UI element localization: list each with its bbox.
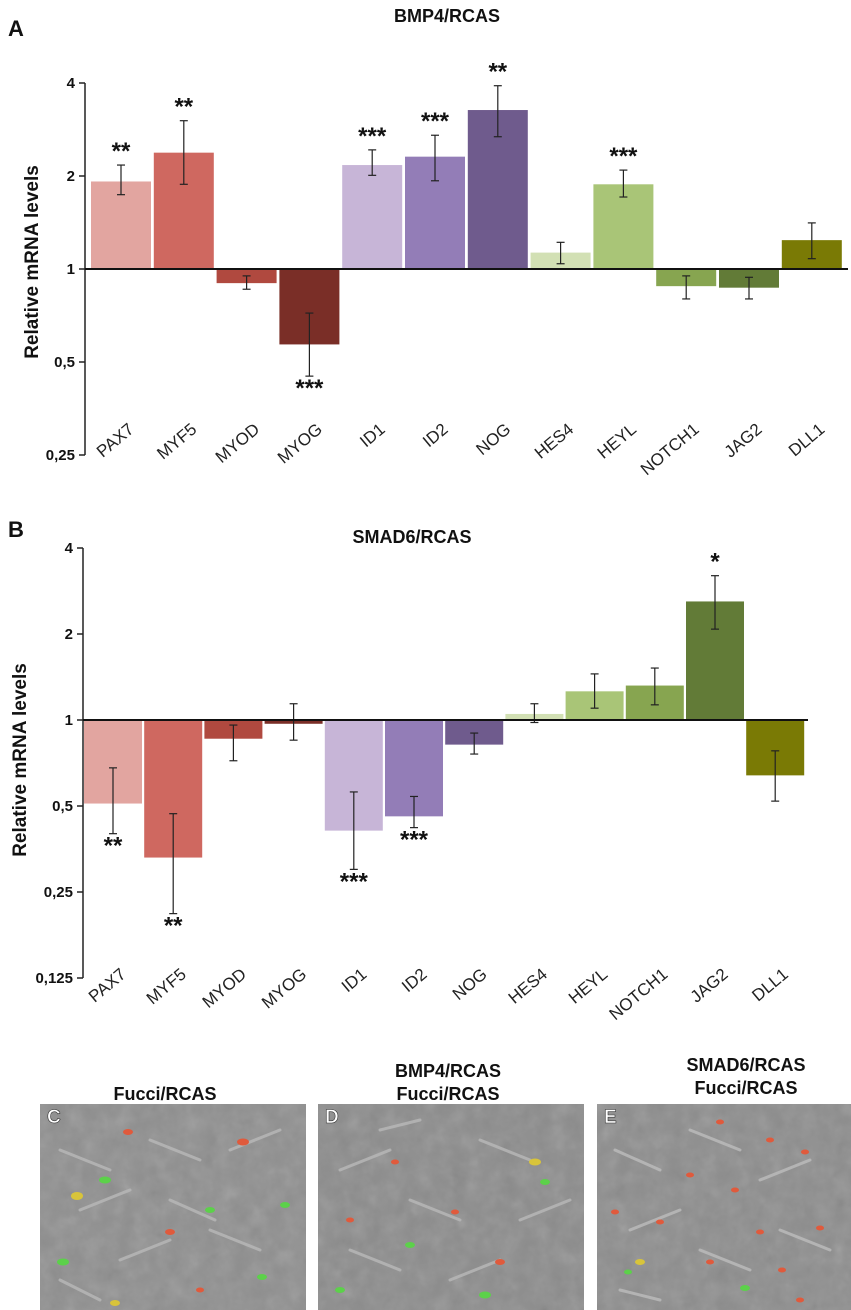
x-tick-label-dll1: DLL1	[748, 965, 791, 1006]
micrograph-d-title-line-1: BMP4/RCAS	[395, 1061, 501, 1081]
micrograph-d: BMP4/RCAS Fucci/RCAS D	[318, 1061, 584, 1310]
x-tick-label-nog: NOG	[449, 965, 491, 1004]
y-tick-label: 0,125	[35, 970, 73, 987]
micrograph-e-texture	[597, 1104, 851, 1310]
x-tick-label-hes4: HES4	[531, 420, 577, 463]
x-tick-label-id1: ID1	[356, 420, 388, 452]
panel-b: B SMAD6/RCAS Relative mRNA levels 0,1250…	[8, 517, 808, 1024]
x-tick-label-nog: NOG	[472, 420, 514, 459]
significance-jag2: *	[710, 549, 720, 576]
significance-myf5: **	[174, 94, 193, 121]
x-tick-label-id1: ID1	[338, 965, 370, 997]
y-tick-label: 2	[65, 626, 73, 643]
y-tick-label: 4	[67, 75, 76, 92]
micrograph-e-title-line-2: Fucci/RCAS	[694, 1078, 797, 1098]
y-tick-label: 0,5	[54, 354, 75, 371]
y-tick-label: 0,25	[46, 447, 75, 464]
y-tick-label: 1	[67, 261, 75, 278]
x-tick-label-myf5: MYF5	[143, 965, 190, 1009]
micrograph-c-image: C	[40, 1104, 306, 1310]
micrograph-e-title-line-1: SMAD6/RCAS	[686, 1055, 805, 1075]
x-tick-label-myod: MYOD	[199, 965, 250, 1012]
x-tick-label-heyl: HEYL	[594, 420, 640, 463]
micrograph-d-cells	[338, 1118, 572, 1282]
micrograph-e-label: E	[604, 1107, 617, 1128]
micrograph-d-texture	[318, 1104, 584, 1310]
micrograph-c-cells	[58, 1128, 282, 1302]
significance-id1: ***	[358, 123, 387, 150]
x-tick-label-myog: MYOG	[274, 420, 326, 468]
significance-myog: ***	[295, 375, 324, 402]
plot-area-b: 0,125 0,25 0,5 1 2 4 ** PAX7 ** MYF5 MYOD MYOG *** ID…	[35, 540, 808, 1024]
y-tick-label: 0,25	[44, 884, 73, 901]
micrograph-c-label: C	[47, 1107, 61, 1128]
bar-id1	[342, 165, 403, 269]
x-tick-label-id2: ID2	[398, 965, 430, 997]
x-tick-label-id2: ID2	[419, 420, 451, 452]
x-tick-label-dll1: DLL1	[785, 420, 828, 461]
micrograph-e: SMAD6/RCAS Fucci/RCAS	[597, 1055, 851, 1310]
y-tick-label: 2	[67, 168, 75, 185]
significance-heyl: ***	[609, 143, 638, 170]
x-tick-label-pax7: PAX7	[93, 420, 138, 462]
x-tick-label-myod: MYOD	[212, 420, 263, 467]
micrograph-e-image: E	[597, 1104, 851, 1310]
significance-id2: ***	[400, 827, 429, 854]
significance-id1: ***	[340, 868, 369, 895]
plot-area-a: 0,25 0,5 1 2 4 ** PAX7 ** MYF5 MYOD *** MYOG *** ID1 *…	[46, 59, 848, 479]
significance-pax7: **	[112, 138, 131, 165]
x-tick-label-myog: MYOG	[258, 965, 310, 1013]
micrograph-e-nuclei	[611, 1119, 824, 1303]
y-tick-label: 0,5	[52, 798, 73, 815]
micrograph-d-label: D	[325, 1107, 339, 1128]
micrograph-d-title-line-2: Fucci/RCAS	[396, 1084, 499, 1104]
bar-pax7	[91, 181, 151, 269]
micrograph-c-title-line-1: Fucci/RCAS	[113, 1084, 216, 1104]
y-axis-label-b: Relative mRNA levels	[10, 663, 31, 857]
panel-label-b: B	[8, 517, 24, 542]
y-tick-label: 1	[65, 712, 73, 729]
x-tick-label-jag2: JAG2	[721, 420, 766, 462]
significance-nog: **	[488, 59, 507, 86]
x-tick-label-hes4: HES4	[505, 965, 551, 1008]
micrograph-e-cells	[613, 1128, 832, 1302]
bar-heyl	[593, 184, 654, 269]
panel-label-a: A	[8, 16, 24, 41]
chart-title-a: BMP4/RCAS	[394, 6, 500, 26]
x-tick-label-heyl: HEYL	[565, 965, 611, 1008]
x-tick-label-myf5: MYF5	[153, 420, 200, 464]
significance-pax7: **	[104, 833, 123, 860]
y-axis-label-a: Relative mRNA levels	[22, 165, 43, 359]
micrograph-d-image: D	[318, 1104, 584, 1310]
significance-id2: ***	[421, 108, 450, 135]
chart-title-b: SMAD6/RCAS	[352, 527, 471, 547]
x-tick-label-notch1: NOTCH1	[637, 420, 703, 479]
panel-a: A BMP4/RCAS Relative mRNA levels 0,25 0,5…	[8, 6, 848, 479]
micrograph-c-nuclei	[57, 1129, 290, 1306]
x-tick-label-jag2: JAG2	[687, 965, 732, 1007]
y-tick-label: 4	[65, 540, 74, 557]
micrograph-c: Fucci/RCAS C	[40, 1084, 306, 1310]
x-tick-label-notch1: NOTCH1	[606, 965, 672, 1024]
significance-myf5: **	[164, 913, 183, 940]
x-tick-label-pax7: PAX7	[85, 965, 130, 1007]
micrograph-d-nuclei	[335, 1158, 550, 1299]
